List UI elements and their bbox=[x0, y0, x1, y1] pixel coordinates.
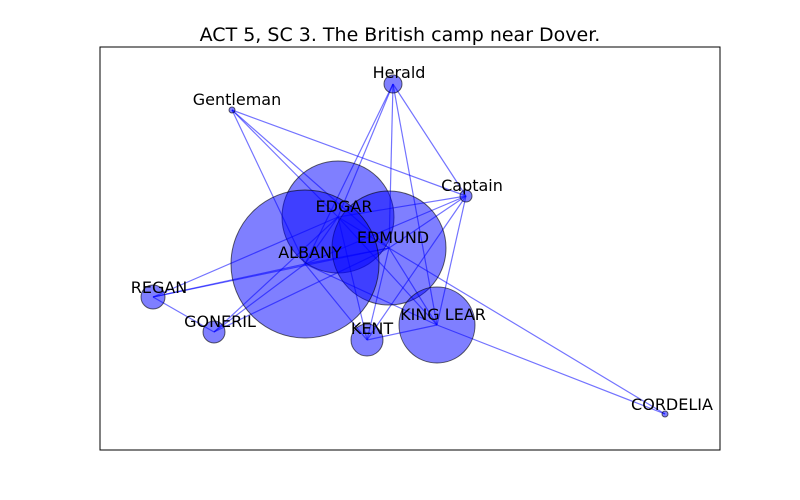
node-cordelia bbox=[661, 410, 669, 418]
plot-frame bbox=[99, 46, 721, 451]
node-kent bbox=[350, 323, 384, 357]
node-gentleman bbox=[228, 106, 236, 114]
node-label-edmund: EDMUND bbox=[357, 228, 429, 247]
node-label-cordelia: CORDELIA bbox=[631, 395, 713, 414]
node-label-herald: Herald bbox=[373, 63, 426, 82]
node-regan bbox=[140, 284, 166, 310]
node-captain bbox=[459, 189, 473, 203]
labels-layer: Herald Gentleman Captain EDGAR EDMUND ALBANY R… bbox=[131, 63, 713, 414]
node-label-goneril: GONERIL bbox=[184, 312, 256, 331]
node-herald bbox=[383, 74, 403, 94]
diagram-title: ACT 5, SC 3. The British camp near Dover… bbox=[199, 24, 601, 46]
node-label-king-lear: KING LEAR bbox=[400, 305, 486, 324]
node-goneril bbox=[202, 320, 226, 344]
edge-gentleman-captain bbox=[231, 109, 467, 197]
node-label-gentleman: Gentleman bbox=[193, 90, 281, 109]
node-label-captain: Captain bbox=[441, 176, 503, 195]
node-king-lear bbox=[398, 286, 476, 364]
node-label-albany: ALBANY bbox=[278, 243, 342, 262]
edge-king-lear-cordelia bbox=[436, 324, 666, 415]
node-label-regan: REGAN bbox=[131, 278, 188, 297]
nodes-layer bbox=[140, 74, 669, 418]
node-label-kent: KENT bbox=[351, 319, 394, 338]
edge-herald-captain bbox=[392, 83, 467, 197]
node-albany bbox=[230, 189, 380, 339]
node-label-edgar: EDGAR bbox=[316, 197, 373, 216]
